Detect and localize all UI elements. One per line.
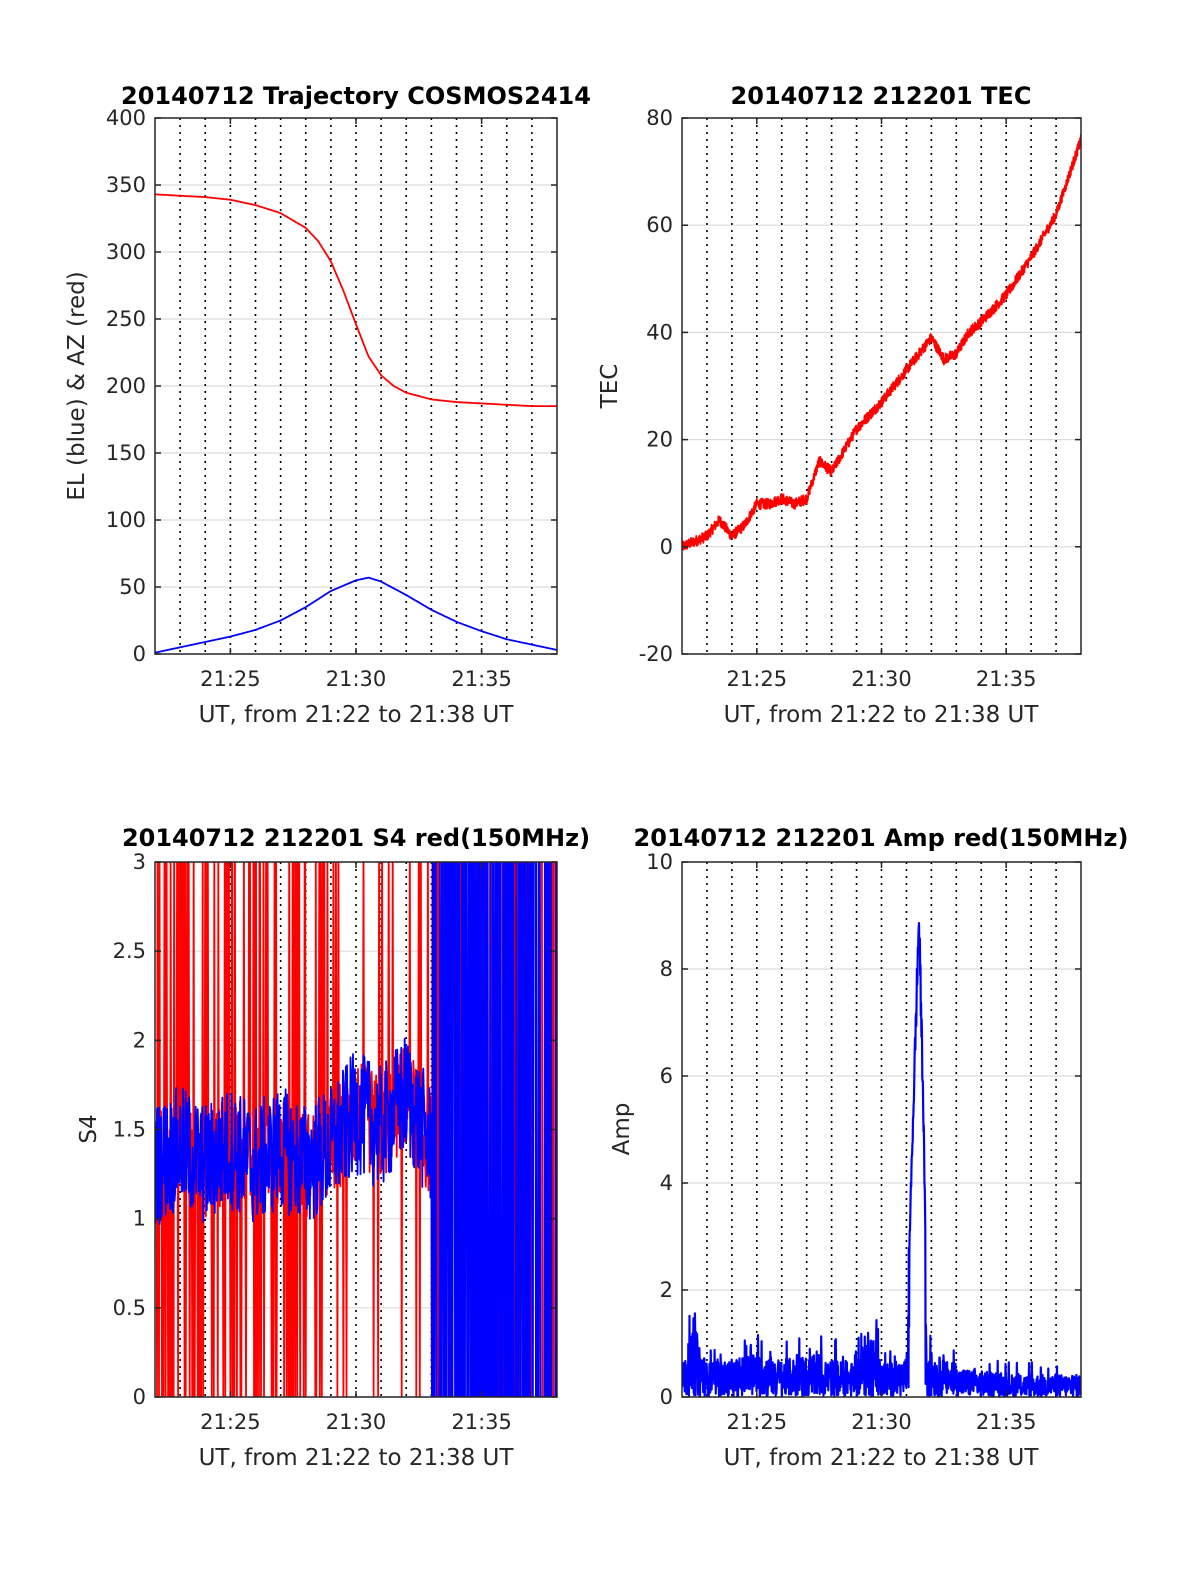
y-tick-label: 0 — [660, 535, 673, 559]
trajectory-plot-area: 0 50 100 150 200 250 300 350 400 21:25 21:30 21:35 — [106, 106, 558, 691]
tec-title: 20140712 212201 TEC — [731, 82, 1032, 110]
y-tick-label: 1 — [133, 1207, 146, 1231]
s4-title: 20140712 212201 S4 red(150MHz) — [122, 824, 590, 852]
y-tick-label: 20 — [646, 428, 673, 452]
tec-x-axis-label: UT, from 21:22 to 21:38 UT — [724, 702, 1040, 728]
series-line-blue — [155, 576, 557, 654]
y-tick-label: 80 — [646, 106, 673, 130]
x-tick-label: 21:35 — [976, 667, 1037, 691]
series-line-red — [155, 193, 557, 407]
y-tick-label: 300 — [106, 240, 146, 264]
x-tick-label: 21:25 — [727, 667, 788, 691]
y-tick-label: 6 — [660, 1064, 673, 1088]
trajectory-title: 20140712 Trajectory COSMOS2414 — [121, 82, 591, 110]
tec-y-axis-label: TEC — [597, 364, 623, 410]
s4-x-axis-label: UT, from 21:22 to 21:38 UT — [199, 1445, 515, 1471]
x-tick-label: 21:25 — [727, 1410, 788, 1434]
y-tick-label: 0.5 — [113, 1296, 146, 1320]
series-line-blue — [682, 922, 1081, 1397]
trajectory-y-axis-label: EL (blue) & AZ (red) — [64, 271, 90, 500]
amp-y-axis-label: Amp — [609, 1103, 635, 1156]
s4-plot-area: 0 0.5 1 1.5 2 2.5 3 21:25 21:30 21:35 — [113, 850, 558, 1434]
y-tick-label: 0 — [133, 1385, 146, 1409]
y-tick-label: 40 — [646, 320, 673, 344]
x-tick-label: 21:35 — [451, 1410, 512, 1434]
x-tick-label: 21:25 — [200, 667, 261, 691]
y-tick-label: 1.5 — [113, 1118, 146, 1142]
x-tick-label: 21:30 — [851, 667, 912, 691]
x-tick-label: 21:30 — [851, 1410, 912, 1434]
tec-plot-area: -20 0 20 40 60 80 21:25 21:30 21:35 — [639, 106, 1082, 691]
x-tick-label: 21:30 — [326, 1410, 387, 1434]
x-tick-label: 21:30 — [326, 667, 387, 691]
y-tick-label: 200 — [106, 374, 146, 398]
panel-amp: 0 2 4 6 8 10 21:25 21:30 21:35 20140712 212201 A… — [609, 824, 1128, 1471]
y-tick-label: 0 — [133, 642, 146, 666]
y-tick-label: 4 — [660, 1171, 673, 1195]
y-tick-label: 2 — [660, 1278, 673, 1302]
amp-title: 20140712 212201 Amp red(150MHz) — [634, 824, 1129, 852]
x-tick-label: 21:35 — [451, 667, 512, 691]
y-tick-label: 150 — [106, 441, 146, 465]
x-tick-label: 21:35 — [976, 1410, 1037, 1434]
x-tick-label: 21:25 — [200, 1410, 261, 1434]
amp-x-axis-label: UT, from 21:22 to 21:38 UT — [724, 1445, 1040, 1471]
y-tick-label: 100 — [106, 508, 146, 532]
amp-plot-area: 0 2 4 6 8 10 21:25 21:30 21:35 — [646, 850, 1082, 1434]
y-tick-label: -20 — [639, 642, 673, 666]
panel-tec: -20 0 20 40 60 80 21:25 21:30 21:35 20140712 212… — [597, 82, 1082, 728]
y-tick-label: 2.5 — [113, 939, 146, 963]
y-tick-label: 400 — [106, 106, 146, 130]
y-tick-label: 60 — [646, 213, 673, 237]
series-line-blue — [155, 862, 557, 1397]
series-line-red — [682, 134, 1081, 551]
y-tick-label: 8 — [660, 957, 673, 981]
panel-s4: 0 0.5 1 1.5 2 2.5 3 21:25 21:30 21:35 20140712 21… — [76, 824, 590, 1471]
y-tick-label: 50 — [119, 575, 146, 599]
y-tick-label: 0 — [660, 1385, 673, 1409]
s4-y-axis-label: S4 — [76, 1114, 102, 1143]
y-tick-label: 2 — [133, 1028, 146, 1052]
y-tick-label: 250 — [106, 307, 146, 331]
trajectory-x-axis-label: UT, from 21:22 to 21:38 UT — [199, 702, 515, 728]
y-tick-label: 3 — [133, 850, 146, 874]
y-tick-label: 10 — [646, 850, 673, 874]
y-tick-label: 350 — [106, 173, 146, 197]
